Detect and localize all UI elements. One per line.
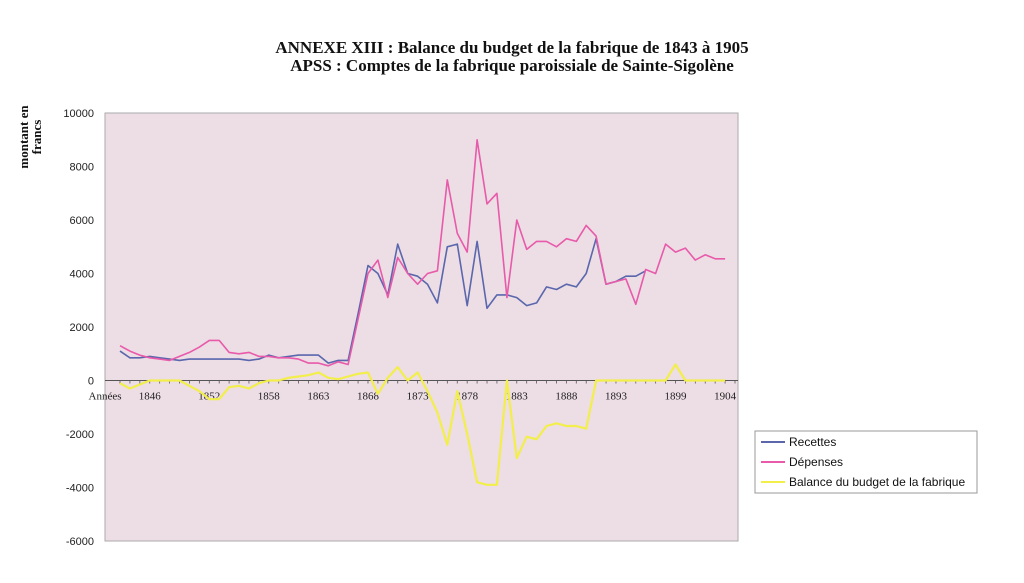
x-tick-label: 1868: [357, 391, 380, 403]
x-tick-label: 1846: [139, 391, 162, 403]
recettes-line: [119, 237, 647, 364]
y-tick-label: 2000: [70, 322, 94, 334]
y-tick-label: -4000: [66, 483, 94, 495]
x-tick-label: 1863: [307, 391, 330, 403]
y-tick-label: 10000: [63, 108, 94, 120]
chart-subtitle: APSS : Comptes de la fabrique paroissial…: [290, 56, 734, 75]
x-tick-label: 1878: [456, 391, 479, 403]
x-tick-label: 1873: [407, 391, 430, 403]
x-tick-label: 1904: [714, 391, 737, 403]
x-tick-label: 1888: [555, 391, 578, 403]
legend-item-recettes: Recettes: [789, 435, 836, 449]
x-axis-label: Années: [89, 391, 122, 403]
plot-area: [104, 112, 739, 542]
y-tick-label: 0: [88, 376, 94, 388]
legend-box: [754, 430, 978, 494]
x-tick-label: 1893: [605, 391, 628, 403]
y-tick-label: 4000: [70, 269, 94, 281]
series-lines: [119, 139, 726, 486]
legend-item-depenses: Dépenses: [789, 455, 843, 469]
y-tick-label: 8000: [70, 162, 94, 174]
legend: Recettes Dépenses Balance du budget de la …: [754, 430, 978, 494]
chart-title: ANNEXE XIII : Balance du budget de la fa…: [275, 38, 749, 57]
y-axis-ticks: 10000 8000 6000 4000 2000 0 -2000 -4000 -6000: [63, 108, 94, 548]
x-tick-label: 1899: [664, 391, 687, 403]
balance-line: [119, 363, 726, 486]
y-tick-label: 6000: [70, 215, 94, 227]
y-tick-label: -2000: [66, 429, 94, 441]
x-tick-label: 1858: [258, 391, 281, 403]
legend-item-balance: Balance du budget de la fabrique: [789, 475, 965, 489]
x-tick-label: 1883: [506, 391, 529, 403]
y-tick-label: -6000: [66, 536, 94, 548]
depenses-line: [119, 139, 726, 367]
